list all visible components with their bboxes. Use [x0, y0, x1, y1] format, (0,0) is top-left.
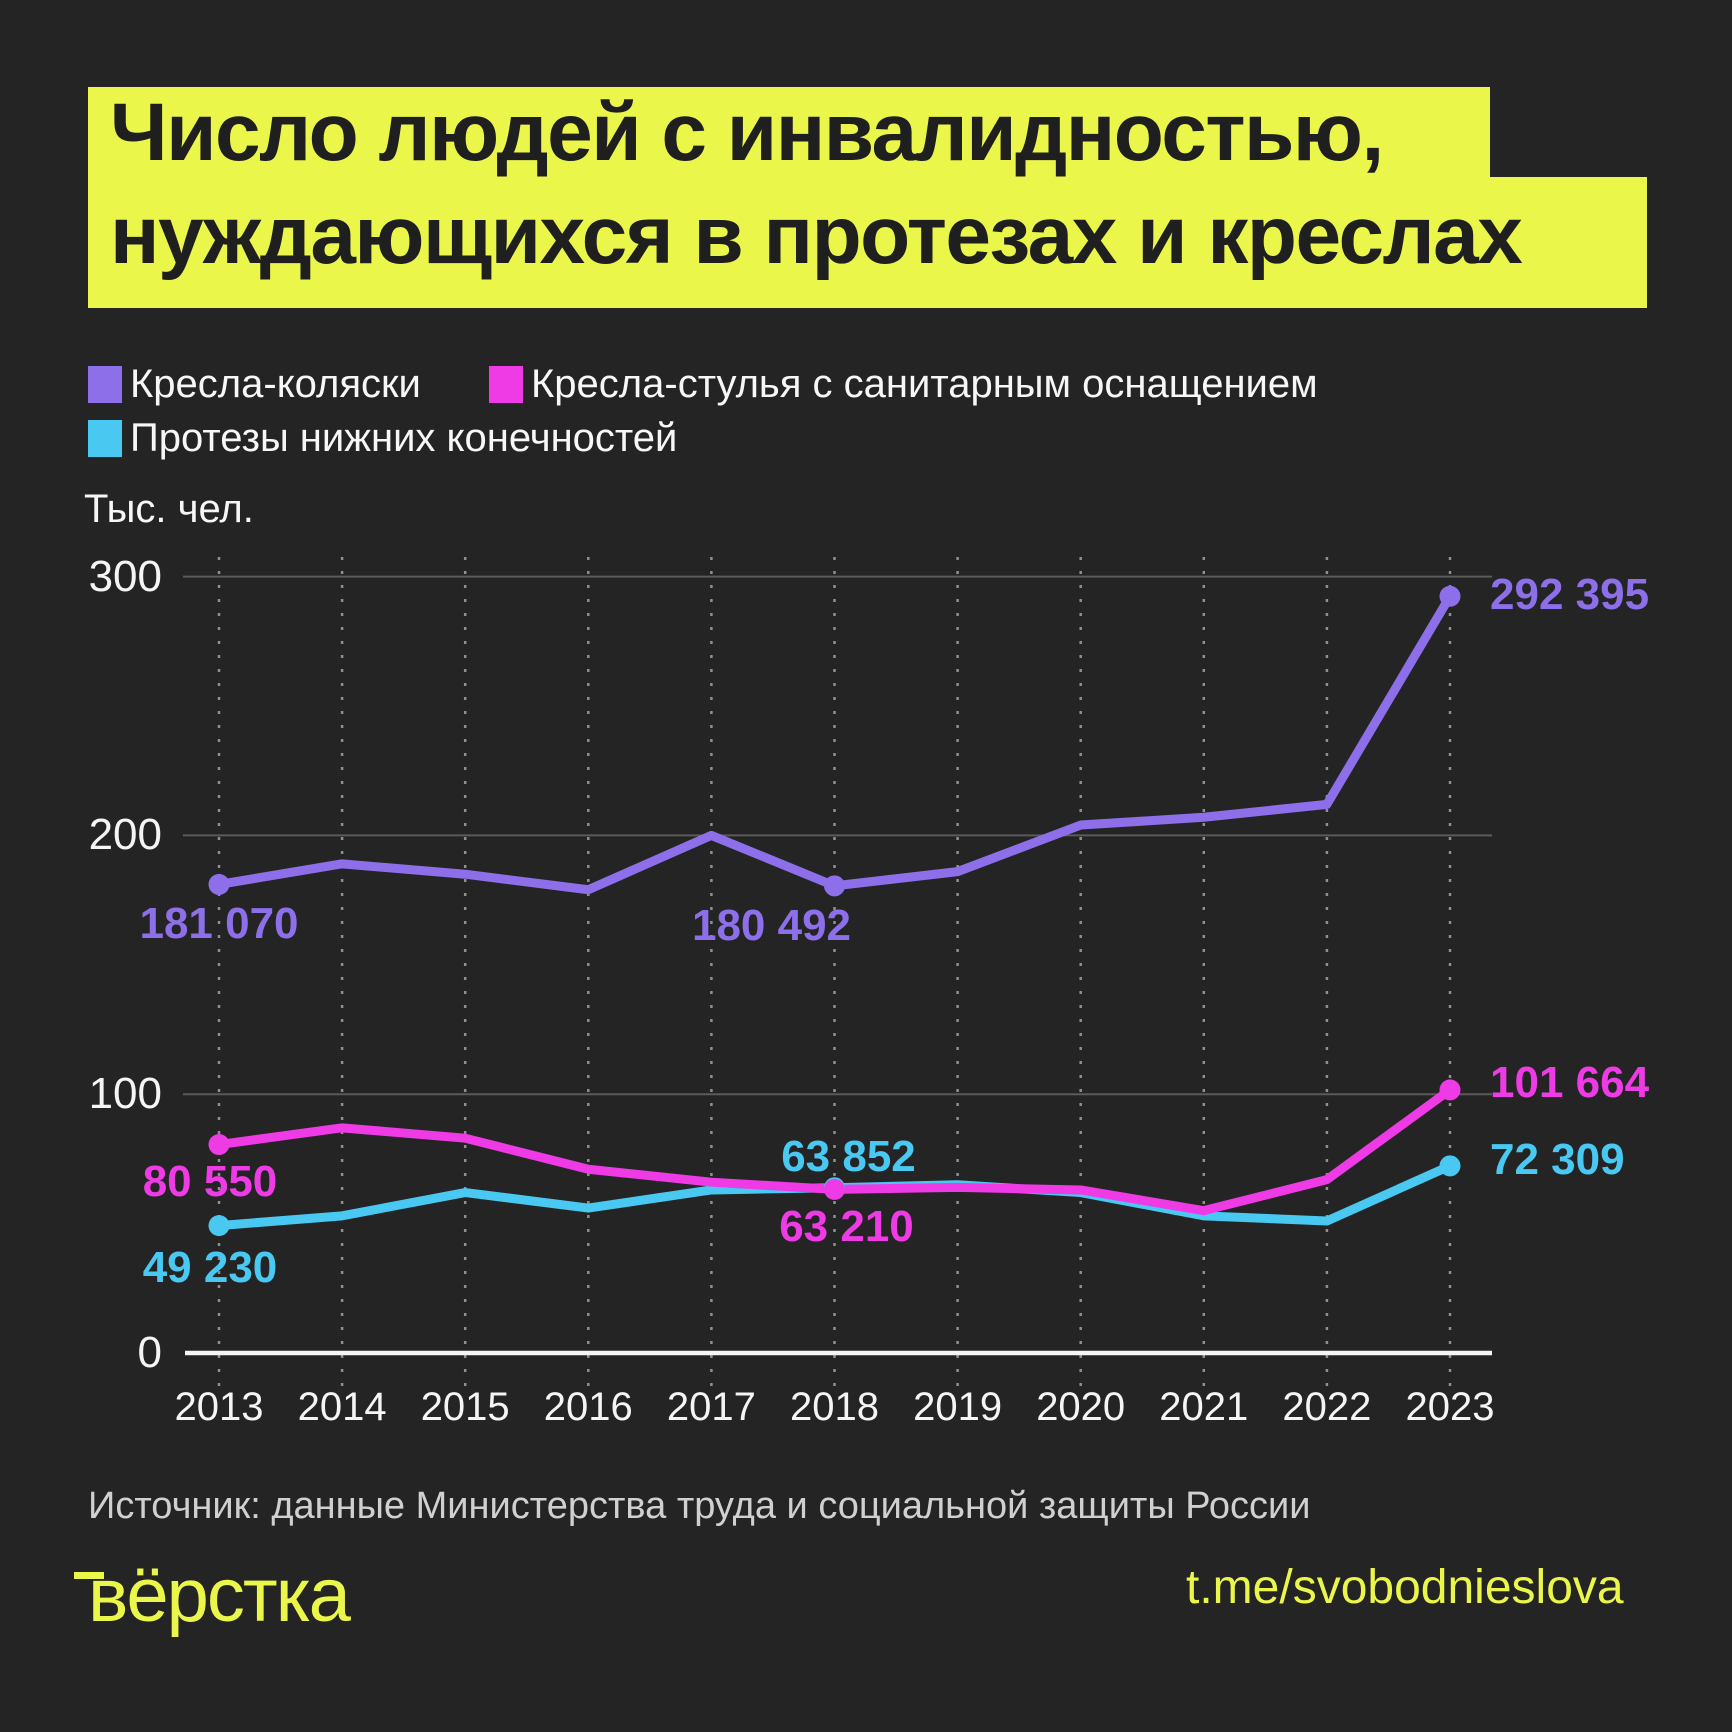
data-label-1-2018: 63 210 [779, 1202, 914, 1252]
series-point-2-2013 [208, 1215, 230, 1237]
legend-label-prostheses: Протезы нижних конечностей [130, 416, 678, 460]
legend-swatch-prostheses [88, 420, 122, 457]
series-point-0-2013 [208, 873, 230, 895]
y-axis-unit-label: Тыс. чел. [84, 487, 254, 531]
data-label-0-2018: 180 492 [691, 900, 852, 950]
data-label-1-2023: 101 664 [1490, 1057, 1650, 1107]
x-tick-2015: 2015 [420, 1385, 510, 1429]
series-point-1-2018 [824, 1178, 845, 1200]
x-tick-2017: 2017 [666, 1385, 756, 1429]
page-title-line1: Число людей с инвалидностью, [88, 87, 1490, 178]
logo-bar-decoration [74, 1572, 104, 1579]
x-tick-2018: 2018 [790, 1385, 879, 1429]
x-tick-2016: 2016 [543, 1385, 633, 1429]
x-tick-2014: 2014 [297, 1385, 387, 1429]
series-point-0-2018 [824, 875, 845, 897]
data-label-0-2013: 181 070 [139, 899, 299, 949]
legend-label-wheelchairs: Кресла-коляски [130, 362, 421, 406]
verstka-logo: вёрстка [74, 1553, 351, 1638]
series-point-0-2023 [1439, 585, 1461, 607]
x-tick-2021: 2021 [1159, 1385, 1249, 1429]
x-tick-2020: 2020 [1036, 1385, 1126, 1429]
series-point-1-2023 [1439, 1079, 1461, 1101]
x-tick-2022: 2022 [1282, 1385, 1372, 1429]
data-label-2-2013: 49 230 [142, 1242, 278, 1292]
data-label-2-2018: 63 852 [781, 1131, 916, 1181]
y-tick-300: 300 [88, 551, 162, 601]
telegram-handle: t.me/svobodnieslova [1186, 1561, 1624, 1614]
x-tick-2019: 2019 [913, 1385, 1003, 1429]
data-label-0-2023: 292 395 [1490, 570, 1650, 620]
legend-swatch-wheelchairs [88, 366, 122, 403]
legend-swatch-sanitary-chairs [489, 366, 523, 403]
page-title-line2: нуждающихся в протезах и креслах [88, 177, 1647, 308]
x-tick-2023: 2023 [1405, 1385, 1495, 1429]
x-tick-2013: 2013 [174, 1385, 264, 1429]
source-note: Источник: данные Министерства труда и со… [88, 1485, 1311, 1527]
data-label-1-2013: 80 550 [142, 1156, 278, 1206]
verstka-logo-text: вёрстка [88, 1553, 351, 1638]
y-tick-0: 0 [137, 1328, 162, 1377]
y-tick-200: 200 [88, 810, 162, 860]
series-line-0 [214, 591, 1455, 895]
y-tick-100: 100 [88, 1069, 162, 1119]
series-point-1-2013 [208, 1134, 230, 1156]
series-point-2-2023 [1439, 1155, 1461, 1177]
data-label-2-2023: 72 309 [1490, 1134, 1625, 1184]
legend-label-sanitary-chairs: Кресла-стулья с санитарным оснащением [531, 362, 1318, 406]
